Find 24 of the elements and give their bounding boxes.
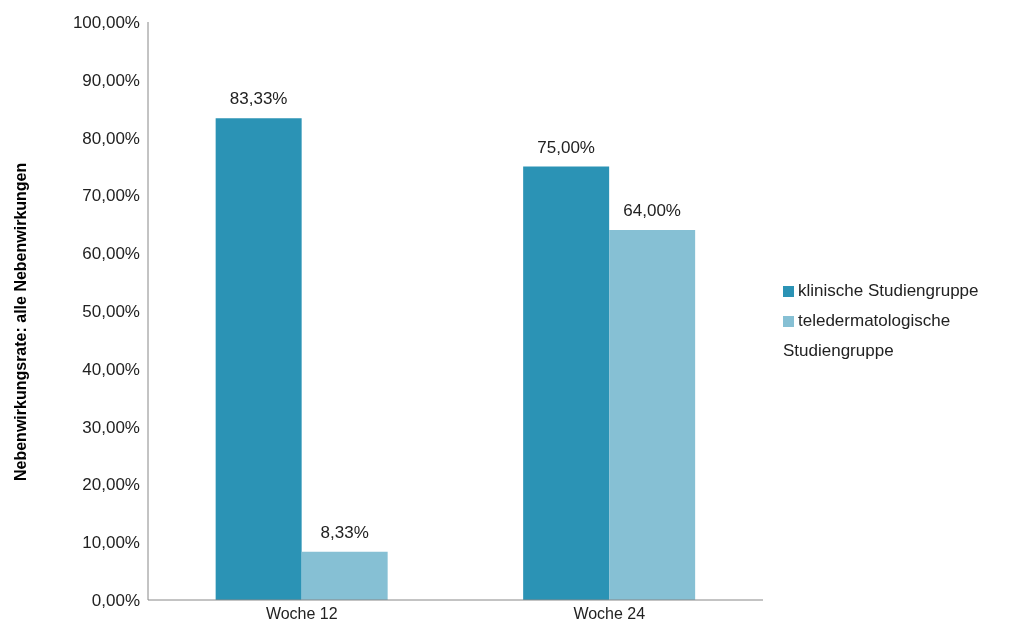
y-tick-label: 30,00% (82, 417, 140, 437)
y-tick-label: 0,00% (91, 591, 140, 611)
legend-label: klinische Studiengruppe (798, 281, 979, 300)
data-label: 83,33% (229, 89, 288, 109)
y-tick-label: 100,00% (72, 13, 140, 33)
data-label: 64,00% (623, 201, 681, 221)
x-tick-label: Woche 12 (265, 605, 338, 623)
legend-label: teledermatologische Studiengruppe (783, 311, 951, 360)
y-tick-label: 20,00% (82, 475, 140, 495)
x-tick-label: Woche 24 (573, 605, 646, 623)
y-axis-title: Nebenwirkungsrate: alle Nebenwirkungen (11, 162, 29, 481)
y-tick-label: 40,00% (82, 359, 140, 379)
bar (215, 118, 302, 600)
y-tick-label: 70,00% (82, 186, 140, 206)
bar (301, 551, 388, 600)
y-tick-label: 90,00% (82, 70, 140, 90)
data-label: 8,33% (320, 522, 369, 542)
bar (609, 230, 696, 600)
bar (523, 166, 610, 600)
y-tick-label: 50,00% (82, 302, 140, 322)
y-tick-label: 10,00% (82, 533, 140, 553)
y-tick-label: 80,00% (82, 128, 140, 148)
data-label: 75,00% (537, 137, 595, 157)
y-tick-label: 60,00% (82, 244, 140, 264)
